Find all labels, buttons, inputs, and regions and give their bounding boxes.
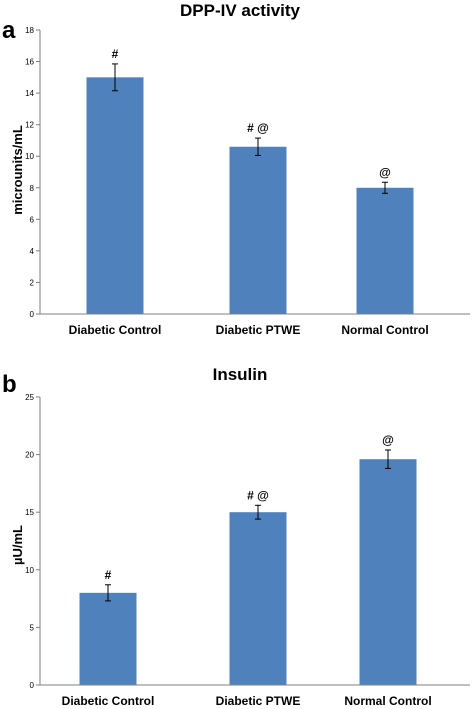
y-tick-label: 4 (30, 247, 35, 256)
y-tick-label: 12 (25, 121, 34, 130)
y-tick-label: 15 (25, 508, 34, 517)
chart-title-b: Insulin (213, 365, 268, 384)
y-tick-label: 6 (30, 215, 35, 224)
y-tick-label: 5 (30, 623, 35, 632)
significance-marker: # (105, 568, 112, 582)
y-tick-label: 16 (25, 58, 34, 67)
chart-panel-b: b Insulin µU/mL 0 5 10 15 20 25 # # @ @ Diabeti… (2, 365, 470, 708)
chart-title-a: DPP-IV activity (180, 1, 301, 20)
bar-3 (356, 187, 414, 314)
y-tick-label: 2 (30, 278, 35, 287)
bar-1 (86, 77, 144, 314)
y-ticks-b: 0 5 10 15 20 25 (25, 393, 40, 690)
panel-letter-b: b (2, 371, 17, 398)
panel-letter-a: a (2, 17, 16, 44)
x-category-label: Normal Control (344, 694, 431, 708)
x-categories-a: Diabetic Control Diabetic PTWE Normal Cont… (69, 323, 429, 337)
y-tick-label: 0 (30, 310, 35, 319)
x-category-label: Diabetic Control (69, 323, 162, 337)
y-tick-label: 20 (25, 451, 34, 460)
significance-marker: # @ (247, 121, 269, 135)
significance-marker: # (112, 47, 119, 61)
x-category-label: Normal Control (341, 323, 428, 337)
y-ticks-a: 0 2 4 6 8 10 12 14 16 18 (25, 26, 40, 319)
y-axis-label-a: microunits/mL (10, 125, 25, 215)
y-tick-label: 25 (25, 393, 34, 402)
significance-marker: # @ (247, 488, 269, 502)
y-tick-label: 14 (25, 89, 34, 98)
chart-panel-a: a DPP-IV activity microunits/mL 0 2 4 6 8 10 1… (2, 1, 470, 337)
bar-2 (229, 146, 287, 314)
bar-2 (229, 512, 287, 685)
x-category-label: Diabetic PTWE (216, 323, 301, 337)
significance-marker: @ (382, 433, 394, 447)
y-tick-label: 18 (25, 26, 34, 35)
significance-marker: @ (379, 165, 391, 179)
x-category-label: Diabetic Control (62, 694, 155, 708)
bar-1 (79, 592, 137, 685)
bars-a: # # @ @ (86, 47, 414, 314)
x-category-label: Diabetic PTWE (216, 694, 301, 708)
y-axis-label-b: µU/mL (10, 525, 25, 565)
y-tick-label: 0 (30, 681, 35, 690)
y-tick-label: 10 (25, 566, 34, 575)
y-tick-label: 8 (30, 184, 35, 193)
bars-b: # # @ @ (79, 433, 417, 685)
x-categories-b: Diabetic Control Diabetic PTWE Normal Cont… (62, 694, 432, 708)
bar-3 (359, 459, 417, 685)
y-tick-label: 10 (25, 152, 34, 161)
